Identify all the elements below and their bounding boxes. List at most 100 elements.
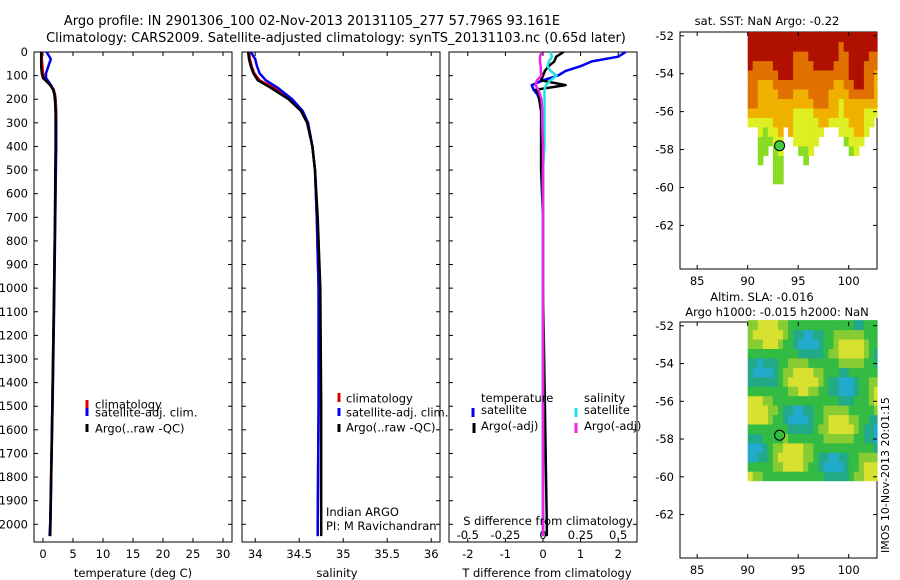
sst-cell bbox=[828, 107, 835, 118]
sla-cell bbox=[818, 405, 825, 416]
sst-cell bbox=[803, 117, 809, 128]
sst-cell bbox=[858, 126, 865, 137]
sst-cell bbox=[828, 79, 835, 90]
sla-cell bbox=[767, 461, 774, 472]
sla-field bbox=[747, 320, 878, 482]
sst-cell bbox=[762, 51, 769, 62]
sst-cell bbox=[818, 107, 825, 118]
sla-cell bbox=[803, 348, 809, 359]
sst-cell bbox=[803, 98, 809, 109]
sla-cell bbox=[828, 395, 835, 406]
sst-cell bbox=[818, 41, 825, 52]
sla-cell bbox=[788, 461, 794, 472]
sst-cell bbox=[752, 60, 759, 71]
sla-cell bbox=[823, 357, 830, 368]
sst-cell bbox=[783, 69, 789, 80]
sst-cell bbox=[808, 117, 814, 128]
sst-cell bbox=[863, 79, 870, 90]
sla-cell bbox=[798, 461, 804, 472]
sla-cell bbox=[798, 348, 804, 359]
sla-cell bbox=[823, 320, 830, 331]
sst-cell bbox=[868, 32, 875, 43]
sst-cell bbox=[772, 79, 779, 90]
sla-cell bbox=[752, 386, 759, 397]
sst-cell bbox=[803, 155, 809, 166]
sst-cell bbox=[757, 145, 764, 156]
sla-cell bbox=[868, 405, 875, 416]
sla-cell bbox=[858, 395, 865, 406]
sst-cell bbox=[762, 145, 769, 156]
sla-cell bbox=[848, 461, 855, 472]
sla-cell bbox=[843, 461, 850, 472]
depth-tick-label: 1500 bbox=[0, 399, 28, 413]
sst-cell bbox=[863, 107, 870, 118]
sla-cell bbox=[863, 339, 870, 349]
sla-cell bbox=[772, 442, 779, 453]
sla-cell bbox=[823, 376, 830, 387]
sst-cell bbox=[783, 41, 789, 52]
sla-cell bbox=[772, 395, 779, 406]
sla-cell bbox=[843, 339, 850, 349]
sla-cell bbox=[808, 320, 814, 331]
sla-cell bbox=[823, 367, 830, 378]
sla-cell bbox=[788, 357, 794, 368]
sla-cell bbox=[813, 348, 820, 359]
t-difference-xlabel: T difference from climatology bbox=[461, 566, 632, 580]
sst-cell bbox=[833, 51, 840, 62]
sla-cell bbox=[778, 348, 784, 359]
sst-cell bbox=[778, 98, 784, 109]
sla-cell bbox=[788, 386, 794, 397]
sst-cell bbox=[788, 32, 794, 43]
sla-cell bbox=[858, 339, 865, 349]
sst-cell bbox=[848, 117, 855, 128]
sst-cell bbox=[848, 107, 855, 118]
argo-float-marker bbox=[774, 140, 786, 152]
sst-cell bbox=[838, 41, 845, 52]
imos-watermark: IMOS 10-Nov-2013 20:01:15 bbox=[879, 397, 892, 553]
sla-cell bbox=[853, 348, 860, 359]
sla-cell bbox=[813, 376, 820, 387]
sla-cell bbox=[833, 386, 840, 397]
sst-cell bbox=[747, 51, 754, 62]
sst-cell bbox=[818, 126, 825, 137]
sst-cell bbox=[858, 60, 865, 71]
sst-cell bbox=[803, 41, 809, 52]
sla-cell bbox=[828, 367, 835, 378]
sst-cell bbox=[793, 126, 799, 137]
sst-cell bbox=[818, 79, 825, 90]
sla-cell bbox=[762, 461, 769, 472]
sla-cell bbox=[752, 339, 759, 349]
sla-cell bbox=[747, 471, 754, 482]
sla-cell bbox=[803, 442, 809, 453]
legend-s-satellite: satellite bbox=[584, 403, 630, 417]
sst-cell bbox=[757, 126, 764, 137]
sst-cell bbox=[747, 60, 754, 71]
sst-cell bbox=[752, 32, 759, 43]
sla-cell bbox=[874, 339, 878, 349]
sst-cell bbox=[813, 88, 820, 99]
lat-tick-label: -60 bbox=[655, 180, 674, 194]
sla-cell bbox=[798, 424, 804, 434]
sst-cell bbox=[762, 32, 769, 43]
sla-cell bbox=[778, 357, 784, 368]
sst-cell bbox=[828, 51, 835, 62]
sst-cell bbox=[798, 32, 804, 43]
sst-cell bbox=[798, 117, 804, 128]
sla-cell bbox=[783, 395, 789, 406]
sla-cell bbox=[853, 461, 860, 472]
sla-cell bbox=[772, 320, 779, 331]
x-tick-label: 20 bbox=[156, 547, 171, 561]
sla-cell bbox=[833, 471, 840, 482]
sla-cell bbox=[838, 376, 845, 387]
sla-cell bbox=[762, 367, 769, 378]
sst-cell bbox=[772, 164, 779, 175]
sla-cell bbox=[874, 376, 878, 387]
sla-cell bbox=[843, 433, 850, 444]
depth-tick-label: 0 bbox=[21, 45, 28, 59]
sla-cell bbox=[863, 367, 870, 378]
x-tick-label: 1 bbox=[577, 547, 584, 561]
sst-cell bbox=[808, 69, 814, 80]
sst-cell bbox=[823, 32, 830, 43]
sla-cell bbox=[762, 424, 769, 434]
sla-cell bbox=[793, 357, 799, 368]
